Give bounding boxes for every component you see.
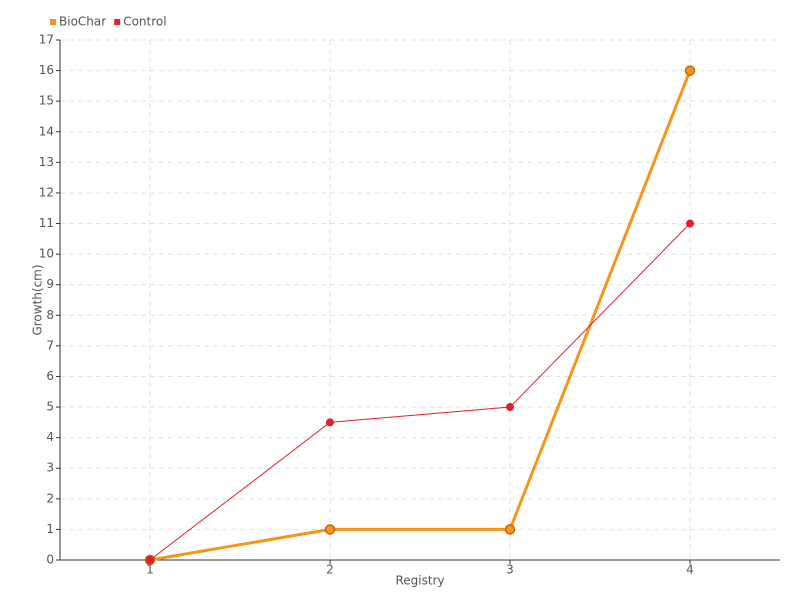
legend-swatch	[114, 19, 121, 25]
y-tick-label: 15	[39, 94, 54, 108]
x-tick-label: 2	[326, 563, 334, 577]
y-tick-label: 17	[39, 33, 54, 47]
data-point	[146, 556, 154, 564]
y-tick-label: 4	[46, 430, 54, 444]
y-tick-label: 9	[46, 277, 54, 291]
legend-label: BioChar	[59, 15, 106, 29]
x-axis-title: Registry	[395, 574, 444, 588]
y-tick-label: 6	[46, 369, 54, 383]
y-tick-label: 14	[39, 124, 54, 138]
y-tick-label: 16	[39, 63, 54, 77]
x-tick-label: 4	[686, 563, 694, 577]
y-tick-label: 11	[39, 216, 54, 230]
data-point	[324, 524, 336, 535]
y-tick-label: 12	[39, 185, 54, 199]
x-tick-label: 1	[146, 563, 154, 577]
data-point	[504, 524, 516, 535]
legend-label: Control	[123, 15, 166, 29]
data-point	[326, 418, 334, 427]
y-axis-title: Growth(cm)	[31, 264, 45, 335]
data-point	[684, 65, 696, 76]
legend-swatch	[50, 19, 56, 25]
y-tick-label: 3	[46, 461, 54, 475]
y-tick-label: 2	[46, 491, 54, 505]
series-line	[149, 223, 691, 561]
y-tick-label: 1	[46, 522, 54, 536]
y-tick-label: 8	[46, 308, 54, 322]
x-tick-label: 3	[506, 563, 514, 577]
y-tick-label: 13	[39, 155, 54, 169]
y-tick-label: 5	[46, 400, 54, 414]
y-tick-label: 7	[46, 338, 54, 352]
y-tick-label: 10	[39, 247, 54, 261]
data-point	[506, 403, 514, 412]
series-line	[149, 70, 692, 562]
data-point	[686, 219, 694, 228]
y-tick-label: 0	[46, 553, 54, 567]
